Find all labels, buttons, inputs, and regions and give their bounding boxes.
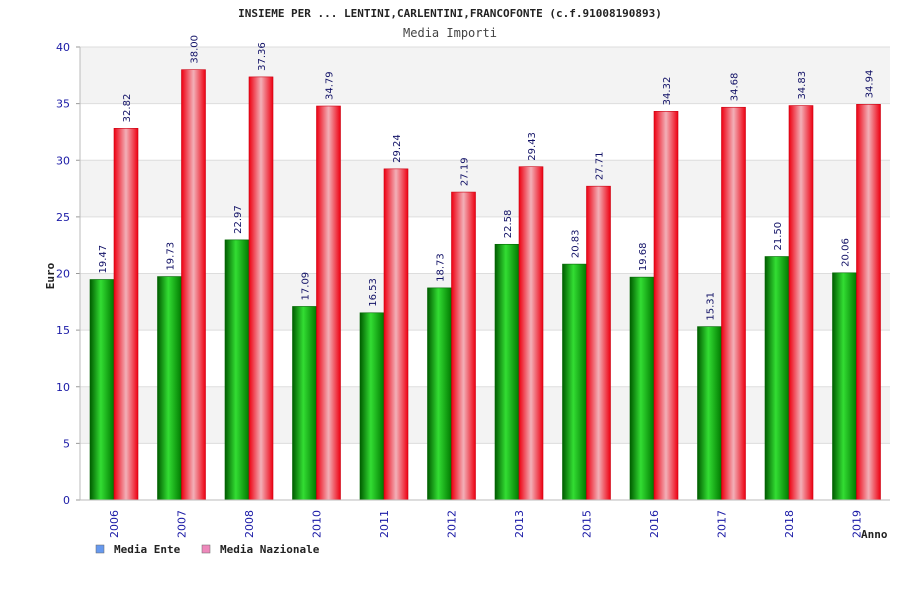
data-label: 21.50 [773, 222, 784, 251]
bar-media-ente [832, 272, 857, 501]
bar-media-nazionale [653, 111, 679, 501]
data-label: 19.73 [166, 242, 177, 271]
data-label: 16.53 [368, 278, 379, 307]
data-label: 22.58 [503, 210, 514, 239]
bar-media-nazionale [383, 168, 409, 501]
y-tick-label: 10 [56, 381, 70, 394]
y-axis-ticks: 0 5 10 15 20 25 30 35 40 [56, 41, 80, 507]
data-label: 38.00 [190, 35, 201, 64]
data-label: 32.82 [122, 94, 133, 123]
bar-media-nazionale [788, 105, 814, 501]
y-tick-label: 5 [63, 437, 70, 450]
bar-media-nazionale [248, 76, 274, 501]
y-tick-label: 35 [56, 98, 70, 111]
bars [89, 69, 881, 501]
data-label: 17.09 [301, 272, 312, 301]
x-tick-label: 2018 [783, 510, 796, 538]
bar-media-nazionale [856, 104, 881, 501]
plot-band [80, 103, 890, 161]
plot-band [80, 386, 890, 444]
bar-media-ente [562, 263, 587, 501]
x-axis-ticks: 2006 2007 2008 2010 2011 2012 2013 2015 2016 2017… [108, 510, 864, 538]
data-label: 34.32 [662, 77, 673, 106]
bar-media-ente [292, 306, 317, 501]
plot-band [80, 216, 890, 274]
plot-band [80, 273, 890, 331]
x-tick-label: 2017 [716, 510, 729, 538]
bar-media-nazionale [586, 185, 611, 501]
bar-media-ente [494, 243, 520, 501]
legend-swatch [201, 544, 211, 554]
plot-band [80, 443, 890, 500]
plot-band [80, 47, 890, 104]
bar-media-ente [89, 279, 115, 501]
legend-swatch [95, 544, 105, 554]
plot-background [80, 47, 890, 500]
data-label: 20.06 [841, 238, 852, 267]
data-label: 34.68 [730, 73, 741, 102]
x-tick-label: 2012 [446, 510, 459, 538]
legend: Media Ente Media Nazionale [95, 543, 320, 556]
bar-media-nazionale [518, 166, 544, 501]
bar-media-ente [224, 239, 250, 501]
data-label: 19.47 [98, 245, 109, 274]
plot-band [80, 160, 890, 217]
bar-media-nazionale [451, 191, 476, 501]
x-tick-label: 2006 [108, 510, 121, 538]
x-tick-label: 2015 [581, 510, 594, 538]
x-tick-label: 2007 [176, 510, 189, 538]
y-axis-label: Euro [44, 262, 57, 289]
data-label: 27.71 [595, 152, 606, 181]
bar-media-nazionale [113, 128, 139, 501]
legend-label: Media Ente [114, 543, 181, 556]
chart-subtitle: Media Importi [403, 26, 497, 40]
y-tick-label: 0 [63, 494, 70, 507]
bar-media-nazionale [316, 105, 341, 501]
y-tick-label: 30 [56, 154, 70, 167]
data-label: 19.68 [638, 242, 649, 271]
data-label: 27.19 [460, 157, 471, 186]
y-tick-label: 15 [56, 324, 70, 337]
bar-media-ente [359, 312, 385, 501]
bar-media-nazionale [721, 106, 746, 501]
x-tick-label: 2019 [851, 510, 864, 538]
x-axis-label: Anno [861, 528, 888, 541]
data-label: 34.79 [325, 71, 336, 100]
data-label: 18.73 [436, 253, 447, 282]
data-label: 20.83 [571, 229, 582, 258]
plot-band [80, 330, 890, 387]
y-tick-label: 40 [56, 41, 70, 54]
bar-media-ente [629, 276, 655, 501]
bar-media-ente [764, 256, 790, 501]
data-label: 34.83 [797, 71, 808, 100]
bar-media-ente [697, 326, 722, 501]
x-tick-label: 2013 [513, 510, 526, 538]
x-tick-label: 2011 [378, 510, 391, 538]
y-tick-label: 20 [56, 268, 70, 281]
data-label: 34.94 [865, 70, 876, 99]
data-label: 29.43 [527, 132, 538, 161]
legend-label: Media Nazionale [220, 543, 320, 556]
data-labels: 19.47 32.82 19.73 38.00 22.97 37.36 17.09 34.79… [98, 35, 876, 321]
x-tick-label: 2008 [243, 510, 256, 538]
y-tick-label: 25 [56, 211, 70, 224]
data-label: 22.97 [233, 205, 244, 234]
data-label: 37.36 [257, 42, 268, 71]
bar-media-ente [427, 287, 452, 501]
bar-media-ente [157, 276, 182, 501]
x-tick-label: 2016 [648, 510, 661, 538]
data-label: 29.24 [392, 134, 403, 163]
chart-title: INSIEME PER ... LENTINI,CARLENTINI,FRANC… [238, 7, 662, 20]
x-tick-label: 2010 [311, 510, 324, 538]
bar-media-nazionale [181, 69, 206, 501]
data-label: 15.31 [706, 292, 717, 321]
